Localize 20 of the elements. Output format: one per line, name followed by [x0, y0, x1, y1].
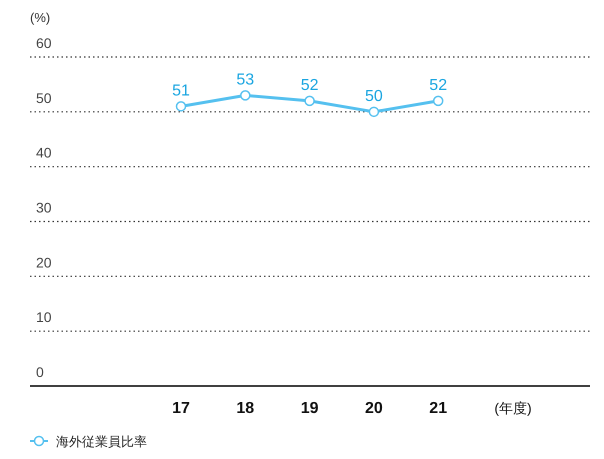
legend-label: 海外従業員比率 [56, 434, 147, 449]
y-tick-label: 40 [36, 144, 52, 161]
y-axis-title: (%) [30, 10, 50, 25]
x-tick-label: 18 [236, 400, 254, 417]
y-tick-label: 50 [36, 90, 52, 106]
data-label: 52 [300, 76, 319, 94]
y-tick-label: 60 [36, 35, 52, 51]
data-label: 52 [429, 76, 448, 94]
x-tick-label: 21 [429, 400, 448, 417]
y-tick-label: 0 [36, 364, 44, 380]
data-label: 51 [172, 82, 190, 100]
x-tick-label: 19 [300, 400, 319, 417]
data-label: 50 [365, 88, 383, 105]
x-tick-label: 17 [172, 400, 190, 417]
data-label: 53 [236, 71, 254, 88]
y-tick-label: 20 [36, 254, 52, 270]
x-axis-title: (年度) [494, 400, 532, 416]
y-tick-label: 30 [36, 200, 52, 216]
x-tick-label: 20 [365, 400, 383, 417]
y-tick-label: 10 [36, 309, 52, 326]
